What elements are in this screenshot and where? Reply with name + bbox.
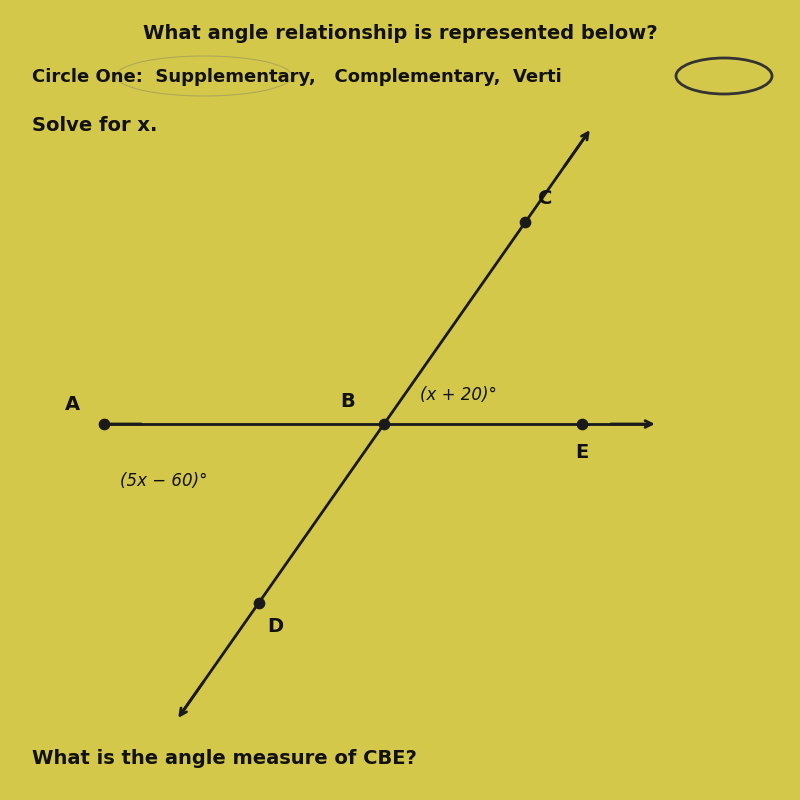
Point	[519, 216, 532, 229]
Point	[576, 418, 589, 430]
Text: (x + 20)°: (x + 20)°	[420, 386, 497, 404]
Text: What is the angle measure of CBE?: What is the angle measure of CBE?	[32, 749, 417, 768]
Text: E: E	[575, 442, 589, 462]
Text: A: A	[65, 394, 79, 414]
Text: What angle relationship is represented below?: What angle relationship is represented b…	[142, 24, 658, 43]
Text: D: D	[266, 618, 283, 636]
Point	[98, 418, 110, 430]
Text: Solve for x.: Solve for x.	[32, 116, 158, 135]
Text: Circle One:  Supplementary,   Complementary,  Verti: Circle One: Supplementary, Complementary…	[32, 68, 562, 86]
Text: (5x − 60)°: (5x − 60)°	[120, 472, 207, 490]
Point	[378, 418, 390, 430]
Text: C: C	[538, 189, 553, 208]
Text: B: B	[341, 392, 355, 411]
Point	[253, 596, 266, 609]
